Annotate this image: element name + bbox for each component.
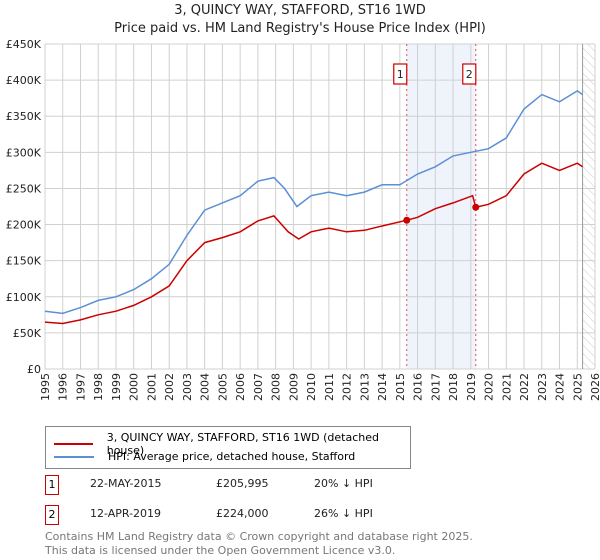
x-tick-label: 2025 [571,373,584,401]
y-tick-label: £150K [6,255,42,268]
chart-subtitle: Price paid vs. HM Land Registry's House … [114,21,486,36]
x-tick-label: 2013 [358,373,371,401]
footer-line-2: This data is licensed under the Open Gov… [45,544,396,557]
footer-line-1: Contains HM Land Registry data © Crown c… [45,530,473,543]
marker-label-1: 1 [397,68,404,81]
x-tick-label: 2012 [341,373,354,401]
transaction-price: £205,995 [216,477,269,490]
legend-swatch-red [54,443,93,445]
x-tick-label: 2005 [216,373,229,401]
sale-point-1 [403,216,411,224]
x-tick-label: 2023 [536,373,549,401]
x-tick-label: 2026 [589,373,600,401]
x-tick-label: 1995 [39,373,52,401]
y-tick-label: £0 [27,363,41,376]
x-tick-label: 2002 [163,373,176,401]
transaction-hpi-diff: 26% ↓ HPI [314,507,373,520]
series-line-property [44,162,584,325]
x-tick-label: 1998 [92,373,105,401]
marker-badge-1: 1 [45,475,59,495]
transaction-date: 12-APR-2019 [90,507,162,520]
sale-point-2 [472,203,480,211]
x-tick-label: 2011 [323,373,336,401]
x-tick-label: 2021 [500,373,513,401]
y-tick-label: £350K [6,110,42,123]
plot-area: 1995 1996 1997 1998 1999 2000 2001 2002 2003 2004… [6,38,600,401]
marker-badge-2: 2 [45,505,59,525]
y-tick-label: £250K [6,182,42,195]
transaction-hpi-diff: 20% ↓ HPI [314,477,373,490]
chart-title: 3, QUINCY WAY, STAFFORD, ST16 1WD [174,3,426,18]
x-tick-label: 2014 [376,373,389,401]
x-tick-label: 1996 [57,373,70,401]
x-tick-label: 2015 [394,373,407,401]
transaction-date: 22-MAY-2015 [90,477,162,490]
x-tick-label: 2017 [429,373,442,401]
y-tick-label: £50K [13,327,42,340]
x-tick-label: 2007 [252,373,265,401]
x-tick-label: 2006 [234,373,247,401]
y-tick-label: £200K [6,219,42,232]
marker-box-1 [393,63,408,85]
forecast-hatch [582,44,595,369]
x-tick-label: 2004 [199,373,212,401]
x-tick-label: 2008 [270,373,283,401]
legend: 3, QUINCY WAY, STAFFORD, ST16 1WD (detac… [45,426,411,469]
x-tick-label: 2009 [287,373,300,401]
x-tick-label: 2022 [518,373,531,401]
x-tick-label: 2000 [128,373,141,401]
x-tick-label: 2001 [145,373,158,401]
legend-swatch-blue [54,455,94,458]
x-tick-label: 1997 [74,373,87,401]
x-tick-label: 2024 [554,373,567,401]
x-tick-label: 2016 [412,373,425,401]
y-tick-label: £300K [6,146,42,159]
y-tick-label: £400K [6,74,42,87]
legend-label-property: 3, QUINCY WAY, STAFFORD, ST16 1WD (detac… [106,431,379,457]
marker-box-2 [462,63,477,85]
x-tick-label: 2019 [465,373,478,401]
transaction-price: £224,000 [216,507,269,520]
x-tick-label: 2010 [305,373,318,401]
x-tick-label: 1999 [110,373,123,401]
x-tick-label: 2020 [483,373,496,401]
legend-label-hpi: HPI: Average price, detached house, Staf… [108,450,356,463]
x-tick-label: 2018 [447,373,460,401]
x-tick-label: 2003 [181,373,194,401]
series-line-hpi [44,90,584,315]
y-tick-label: £450K [6,38,42,51]
marker-label-2: 2 [466,68,473,81]
y-tick-label: £100K [6,291,42,304]
